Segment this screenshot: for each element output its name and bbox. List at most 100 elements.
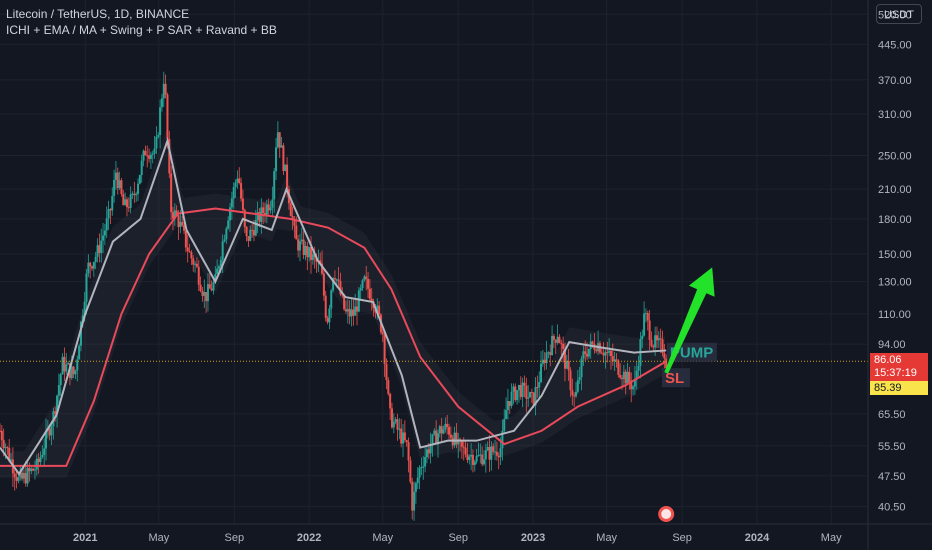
candle-body [271,199,274,208]
candle-body [328,308,331,323]
candle-body [582,351,585,359]
candle-body [186,247,189,252]
candle-body [159,107,162,136]
candle-body [643,313,646,336]
candle-body [164,83,167,95]
candle-body [63,356,66,372]
event-marker-inner [661,509,672,519]
candle-body [586,353,589,357]
candle-body [494,451,497,453]
candle-body [265,204,268,215]
candle-body [160,98,163,108]
candle-body [460,441,463,447]
candle-body [249,229,252,241]
candle-body [400,428,403,444]
candle-body [365,276,368,280]
y-tick-label: 40.50 [878,502,906,514]
candle-body [591,341,594,345]
candle-body [619,374,622,378]
candle-body [659,338,662,340]
candle-body [197,266,200,285]
candle-body [15,477,18,481]
candle-body [103,230,106,236]
candle-body [556,336,559,343]
last-price-tag: 86.06 15:37:19 [870,353,928,381]
candle-body [293,220,296,226]
candle-body [650,339,653,347]
candle-body [54,411,57,414]
candle-body [210,288,213,291]
candle-body [481,454,484,465]
candle-body [48,428,51,436]
candle-body [91,266,94,269]
candle-body [648,320,651,340]
candle-body [455,432,458,445]
candle-body [118,180,121,189]
currency-button[interactable]: USDT [876,4,922,24]
candle-body [503,419,506,431]
candle-body [45,430,48,449]
x-tick-label: Sep [225,532,245,544]
candle-body [536,387,539,389]
candle-body [368,288,371,299]
candle-body [442,429,445,434]
y-tick-label: 65.50 [878,409,906,421]
candle-body [330,290,333,309]
candle-body [418,467,421,478]
candle-body [33,469,36,471]
candle-body [214,274,217,283]
candle-body [273,171,276,200]
candle-body [252,230,255,236]
candle-body [409,460,412,482]
candle-body [398,428,401,430]
candle-body [256,212,259,220]
candle-body [376,305,379,313]
candle-body [420,466,423,468]
candle-body [304,246,307,256]
candle-body [286,164,289,190]
candle-body [407,442,410,461]
candle-body [529,392,532,398]
candle-body [462,446,465,448]
candle-body [477,455,480,457]
candle-body [129,194,132,208]
candle-body [587,348,590,357]
candle-body [482,459,485,465]
candle-body [394,419,397,422]
candle-body [473,461,476,465]
candle-body [76,359,79,371]
countdown-timer: 15:37:19 [874,367,917,379]
candle-body [425,449,428,458]
candle-body [632,386,635,390]
x-tick-label: 2021 [73,532,97,544]
candle-body [615,359,618,361]
candle-body [484,450,487,460]
candle-body [297,239,300,251]
candle-body [140,160,143,176]
candle-body [240,183,243,199]
candle-body [505,410,508,420]
ichimoku-cloud [0,127,665,485]
candle-body [258,212,261,222]
candle-body [300,239,303,242]
candle-body [56,395,59,414]
y-tick-label: 94.00 [878,339,906,351]
candle-body [298,241,301,251]
candle-body [530,392,533,394]
candle-body [359,288,362,291]
candle-body [322,273,325,296]
x-tick-label: May [148,532,169,544]
candle-body [74,370,77,375]
candle-body [389,393,392,409]
candle-body [295,225,298,240]
candle-body [28,467,31,472]
candle-body [532,392,535,406]
candle-body [567,360,570,371]
candle-body [392,421,395,428]
candle-body [137,183,140,194]
candle-body [665,358,668,369]
candle-body [431,434,434,446]
candle-body [32,468,35,471]
